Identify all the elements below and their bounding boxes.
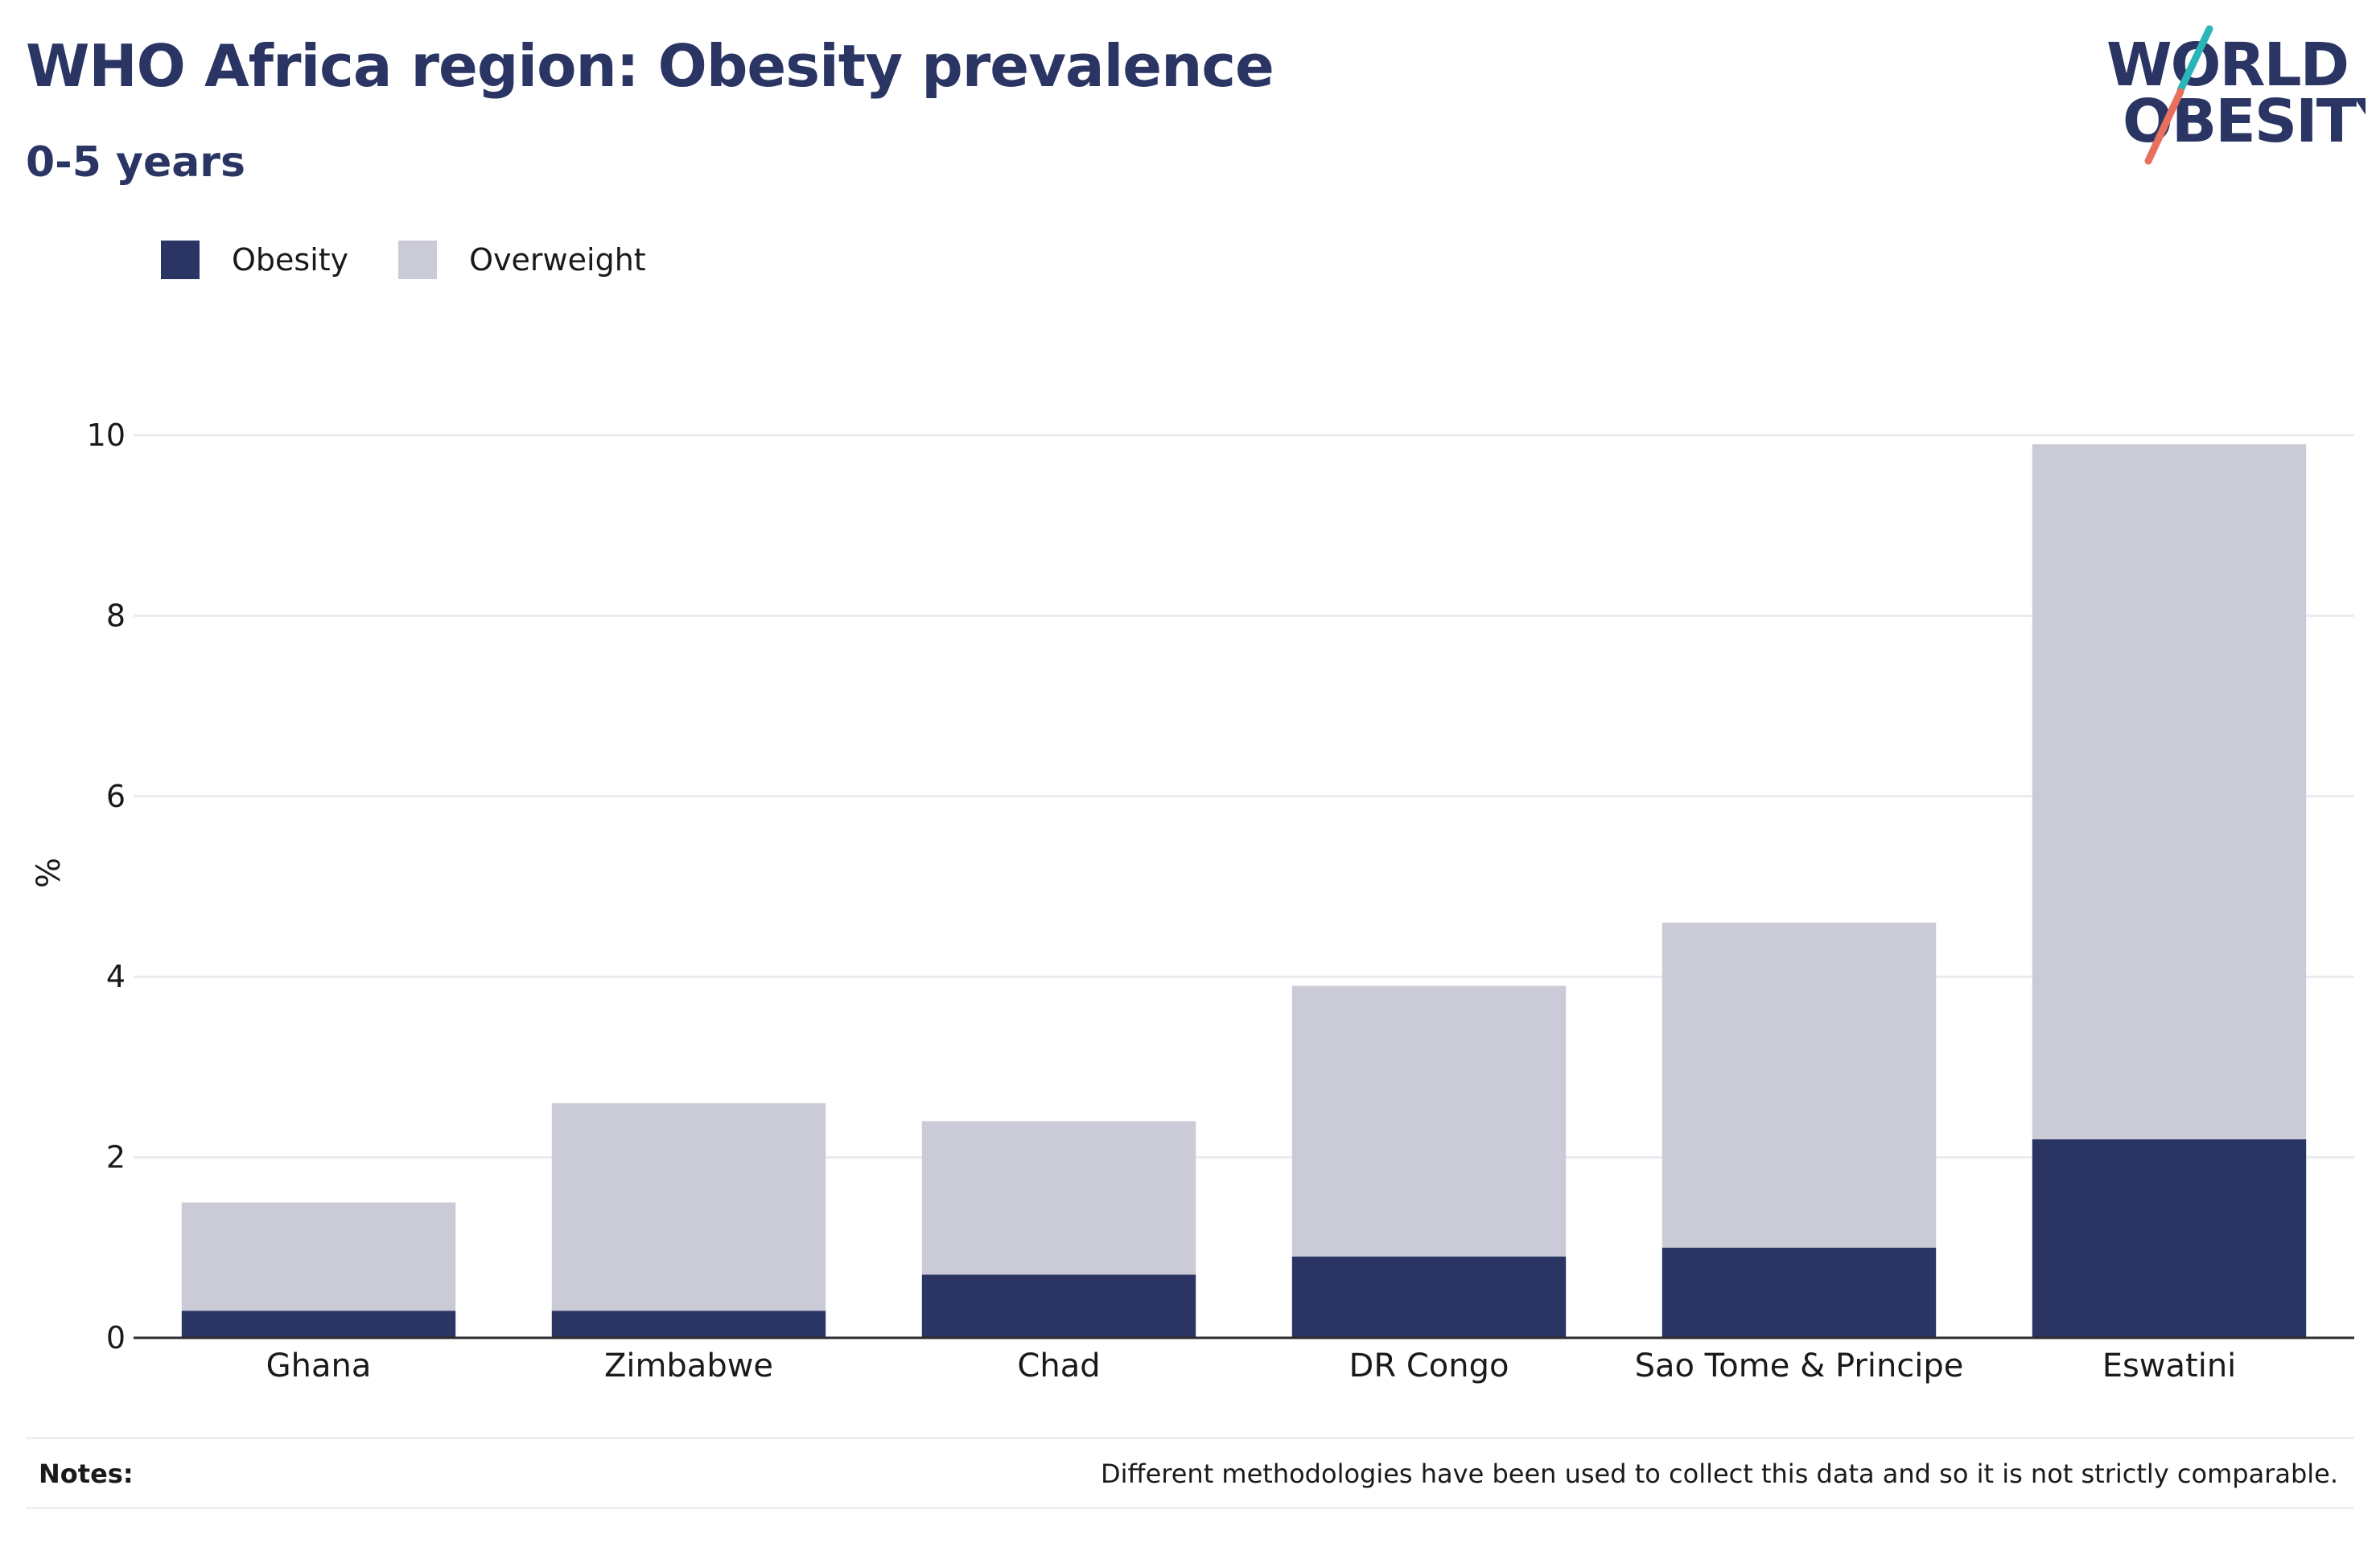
bar-overweight-4: [1661, 922, 1937, 1248]
bar-overweight-3: [1291, 985, 1567, 1257]
legend-label-overweight: Overweight: [469, 242, 646, 278]
x-tick-label-5: Eswatini: [2102, 1347, 2237, 1384]
legend-item-obesity: Obesity: [161, 241, 348, 279]
bar-overweight-1: [551, 1103, 826, 1311]
y-axis-label: %: [31, 858, 68, 888]
bar-obesity-1: [551, 1310, 826, 1338]
legend-swatch-obesity: [161, 241, 200, 279]
logo-slash-teal: [2176, 25, 2213, 94]
bar-overweight-2: [921, 1121, 1196, 1275]
logo-slash-coral: [2144, 88, 2184, 165]
bar-obesity-3: [1291, 1257, 1567, 1338]
x-tick-label-2: Chad: [1017, 1347, 1100, 1384]
notes-label: Notes:: [39, 1459, 134, 1489]
y-tick-label-10: 10: [87, 418, 126, 453]
notes-bar: Notes: Different methodologies have been…: [26, 1437, 2354, 1509]
legend-swatch-overweight: [398, 241, 438, 279]
x-tick-label-4: Sao Tome & Principe: [1635, 1347, 1964, 1384]
y-tick-label-6: 6: [106, 779, 126, 814]
chart-subtitle: 0-5 years: [26, 138, 245, 187]
notes-text: Different methodologies have been used t…: [1101, 1459, 2338, 1489]
world-obesity-logo: WORLD OBESITY: [2106, 25, 2366, 165]
legend-item-overweight: Overweight: [398, 241, 646, 279]
y-tick-label-8: 8: [106, 598, 126, 633]
x-tick-label-3: DR Congo: [1349, 1347, 1509, 1384]
bar-obesity-5: [2032, 1139, 2307, 1338]
logo-line-1: WORLD: [2106, 31, 2348, 100]
bar-overweight-5: [2032, 444, 2307, 1140]
x-tick-label-1: Zimbabwe: [604, 1347, 773, 1384]
bar-obesity-2: [921, 1274, 1196, 1338]
y-tick-label-0: 0: [106, 1320, 126, 1356]
legend-label-obesity: Obesity: [232, 242, 349, 278]
y-tick-label-2: 2: [106, 1140, 126, 1175]
bar-obesity-4: [1661, 1247, 1937, 1338]
y-tick-label-4: 4: [106, 959, 126, 994]
chart-legend: Obesity Overweight: [161, 238, 696, 282]
x-tick-label-0: Ghana: [266, 1347, 372, 1384]
bar-overweight-0: [181, 1202, 456, 1311]
bar-obesity-0: [181, 1310, 456, 1338]
chart-title: WHO Africa region: Obesity prevalence: [26, 32, 1274, 100]
